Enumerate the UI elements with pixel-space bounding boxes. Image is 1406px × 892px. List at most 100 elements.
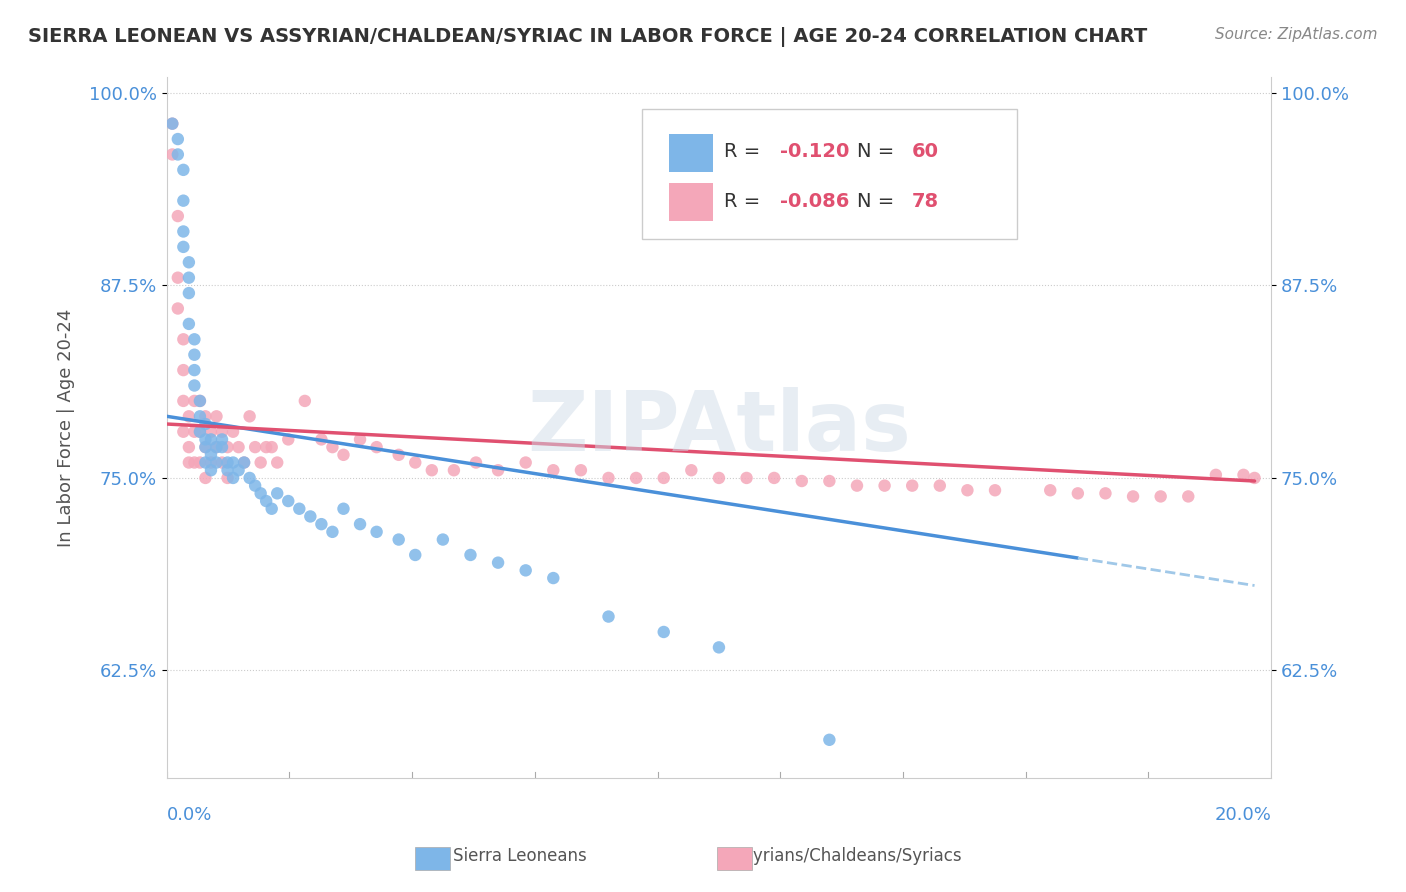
- Text: 0.0%: 0.0%: [167, 806, 212, 824]
- Point: [211, 440, 233, 454]
- Point: [200, 448, 222, 462]
- Point: [211, 425, 233, 439]
- Point: [1067, 486, 1090, 500]
- Text: Sierra Leoneans: Sierra Leoneans: [453, 847, 588, 865]
- Point: [162, 117, 184, 131]
- Point: [254, 440, 277, 454]
- Bar: [669, 183, 713, 221]
- Point: [172, 425, 194, 439]
- Point: [217, 471, 239, 485]
- Point: [1232, 467, 1254, 482]
- Point: [311, 517, 333, 532]
- Text: Source: ZipAtlas.com: Source: ZipAtlas.com: [1215, 27, 1378, 42]
- Point: [956, 483, 979, 498]
- Point: [404, 548, 426, 562]
- Point: [652, 624, 675, 639]
- Point: [172, 363, 194, 377]
- Point: [294, 393, 316, 408]
- Point: [277, 494, 299, 508]
- Point: [763, 471, 786, 485]
- Point: [183, 348, 205, 362]
- Point: [222, 425, 245, 439]
- Text: 60: 60: [912, 142, 939, 161]
- Point: [194, 440, 217, 454]
- Point: [172, 194, 194, 208]
- Point: [200, 463, 222, 477]
- Point: [928, 478, 950, 492]
- Point: [299, 509, 322, 524]
- Point: [166, 209, 188, 223]
- Point: [183, 425, 205, 439]
- Text: 20.0%: 20.0%: [1215, 806, 1271, 824]
- Point: [818, 732, 841, 747]
- Point: [366, 524, 388, 539]
- Point: [183, 393, 205, 408]
- Point: [166, 132, 188, 146]
- Point: [984, 483, 1007, 498]
- Point: [217, 463, 239, 477]
- Point: [166, 147, 188, 161]
- Text: R =: R =: [724, 192, 766, 211]
- Point: [486, 463, 509, 477]
- Point: [211, 433, 233, 447]
- Point: [243, 440, 266, 454]
- Point: [194, 440, 217, 454]
- Point: [177, 270, 200, 285]
- Point: [277, 433, 299, 447]
- Point: [349, 433, 371, 447]
- Point: [652, 471, 675, 485]
- Point: [624, 471, 647, 485]
- Point: [194, 417, 217, 431]
- Point: [205, 440, 228, 454]
- Point: [183, 332, 205, 346]
- Point: [321, 440, 343, 454]
- Point: [194, 471, 217, 485]
- Point: [183, 456, 205, 470]
- Y-axis label: In Labor Force | Age 20-24: In Labor Force | Age 20-24: [58, 309, 75, 547]
- Point: [707, 471, 730, 485]
- Point: [183, 378, 205, 392]
- Point: [260, 501, 283, 516]
- Point: [598, 609, 620, 624]
- Point: [846, 478, 869, 492]
- Point: [172, 240, 194, 254]
- Point: [233, 456, 256, 470]
- Point: [222, 471, 245, 485]
- Point: [200, 425, 222, 439]
- Point: [1150, 490, 1173, 504]
- Text: Assyrians/Chaldeans/Syriacs: Assyrians/Chaldeans/Syriacs: [724, 847, 963, 865]
- Point: [162, 117, 184, 131]
- Point: [288, 501, 311, 516]
- Point: [404, 456, 426, 470]
- Point: [311, 433, 333, 447]
- Text: -0.086: -0.086: [780, 192, 849, 211]
- Point: [598, 471, 620, 485]
- Point: [166, 301, 188, 316]
- Point: [266, 456, 288, 470]
- Point: [901, 478, 924, 492]
- Point: [460, 548, 482, 562]
- Point: [266, 486, 288, 500]
- Point: [228, 440, 250, 454]
- Text: -0.120: -0.120: [780, 142, 849, 161]
- Point: [321, 524, 343, 539]
- Point: [486, 556, 509, 570]
- Point: [243, 478, 266, 492]
- Point: [177, 456, 200, 470]
- Point: [194, 409, 217, 424]
- Text: R =: R =: [724, 142, 766, 161]
- Point: [443, 463, 465, 477]
- Text: N =: N =: [858, 192, 900, 211]
- Point: [188, 409, 211, 424]
- Point: [200, 433, 222, 447]
- Point: [177, 317, 200, 331]
- Point: [188, 425, 211, 439]
- Point: [349, 517, 371, 532]
- Point: [515, 456, 537, 470]
- Point: [420, 463, 443, 477]
- Point: [735, 471, 758, 485]
- Point: [1122, 490, 1144, 504]
- Point: [1177, 490, 1199, 504]
- Point: [194, 456, 217, 470]
- Point: [388, 448, 411, 462]
